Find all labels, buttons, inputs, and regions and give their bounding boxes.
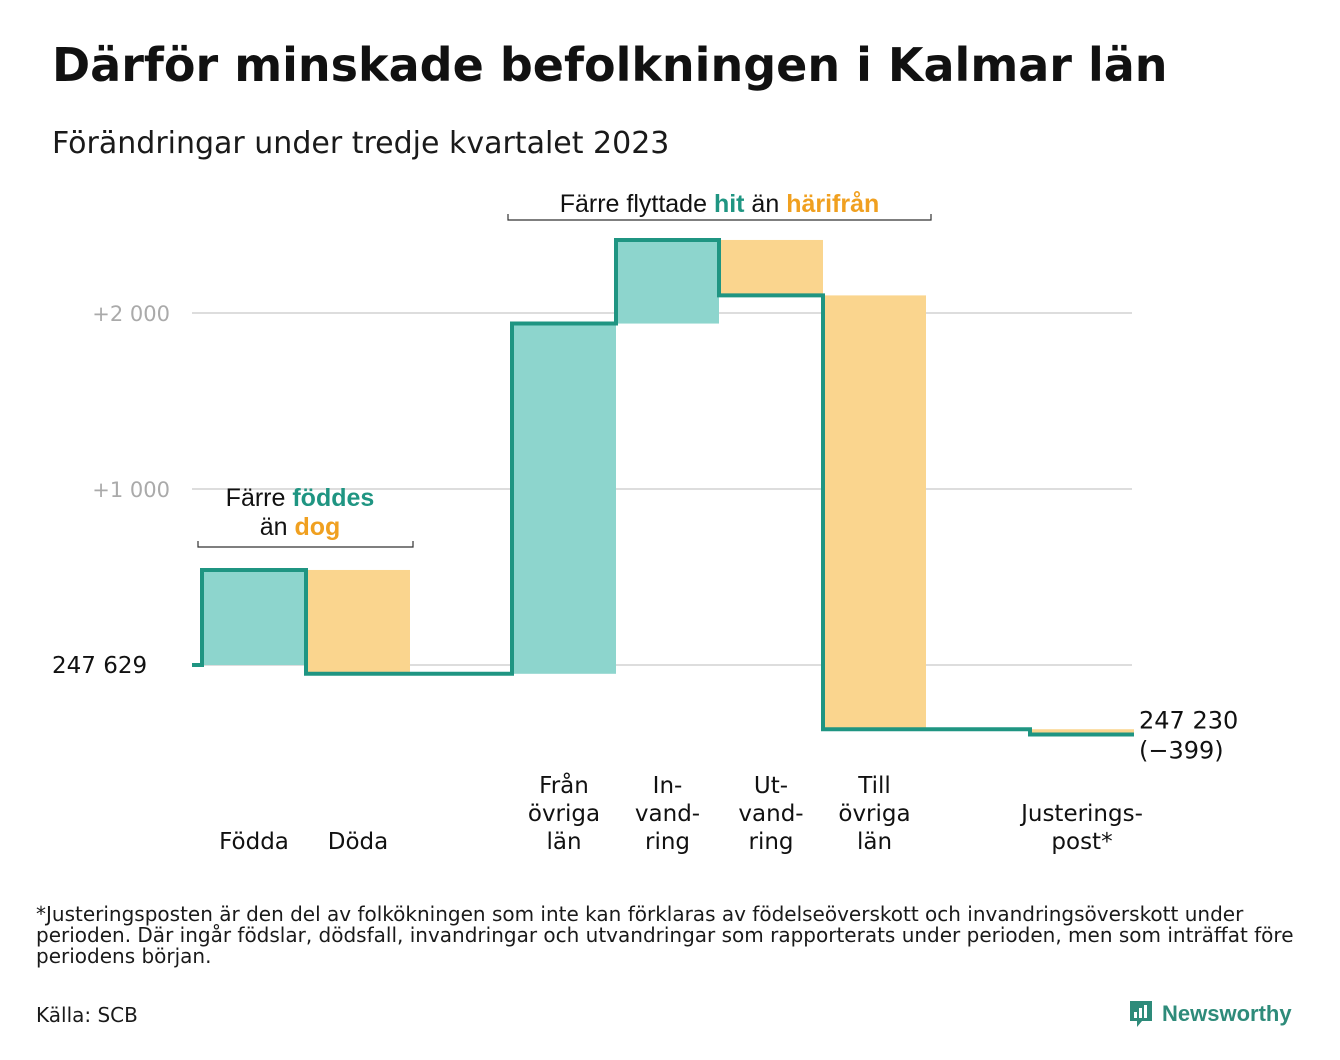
x-category-label: län: [546, 829, 581, 855]
x-category-label: post*: [1051, 829, 1112, 855]
births-bracket: [197, 541, 414, 548]
start-value-label: 247 629: [52, 653, 147, 679]
page-subtitle: Förändringar under tredje kvartalet 2023: [52, 126, 670, 161]
annotation-text: än: [744, 190, 786, 218]
x-category-label: ring: [748, 829, 793, 855]
x-category-label: län: [857, 829, 892, 855]
bar: [823, 295, 926, 730]
bar: [512, 323, 616, 674]
running-total-line: [192, 237, 1134, 737]
bar: [202, 569, 306, 665]
x-category-label: ring: [645, 829, 690, 855]
x-category-label: övriga: [528, 801, 600, 827]
annotation-highlight: härifrån: [786, 190, 879, 218]
end-value-label: 247 230: [1139, 707, 1238, 735]
brand-name: Newsworthy: [1162, 1001, 1292, 1026]
x-category-label: Från: [539, 771, 589, 799]
footnote: *Justeringsposten är den del av folkökni…: [36, 902, 1294, 968]
x-category-label: vand-: [635, 801, 700, 827]
bar: [306, 569, 410, 674]
bar-chart-icon: [1130, 1001, 1152, 1027]
x-category-label: Döda: [328, 829, 388, 855]
source-label: Källa: SCB: [36, 1003, 138, 1027]
annotation-highlight-orange: dog: [294, 513, 340, 541]
brand-logo: Newsworthy: [1128, 998, 1292, 1030]
x-category-label: Födda: [219, 829, 289, 855]
bar: [1030, 729, 1134, 735]
y-tick-label: +2 000: [92, 302, 170, 326]
annotation-highlight-teal: föddes: [292, 484, 374, 512]
births-annotation-line2: än dog: [260, 513, 341, 541]
annotation-text: Färre: [226, 484, 293, 512]
y-tick-label: +1 000: [92, 478, 170, 502]
x-category-label: övriga: [838, 801, 910, 827]
moves-bracket: [507, 214, 932, 221]
x-category-label: Ut-: [754, 773, 788, 799]
annotation-highlight: hit: [714, 190, 745, 218]
x-category-label: In-: [653, 773, 683, 799]
annotation-text: Färre flyttade: [560, 190, 714, 218]
page-title: Därför minskade befolkningen i Kalmar lä…: [52, 38, 1168, 92]
births-annotation-line1: Färre föddes: [226, 484, 375, 512]
moves-annotation: Färre flyttade hit än härifrån: [560, 190, 880, 218]
x-category-label: Till: [857, 773, 891, 799]
x-category-label: vand-: [738, 801, 803, 827]
annotation-text: än: [260, 513, 295, 541]
x-category-label: Justerings-: [1019, 801, 1143, 827]
bar: [616, 239, 719, 324]
bar: [719, 239, 823, 296]
end-change-label: (−399): [1139, 737, 1224, 765]
